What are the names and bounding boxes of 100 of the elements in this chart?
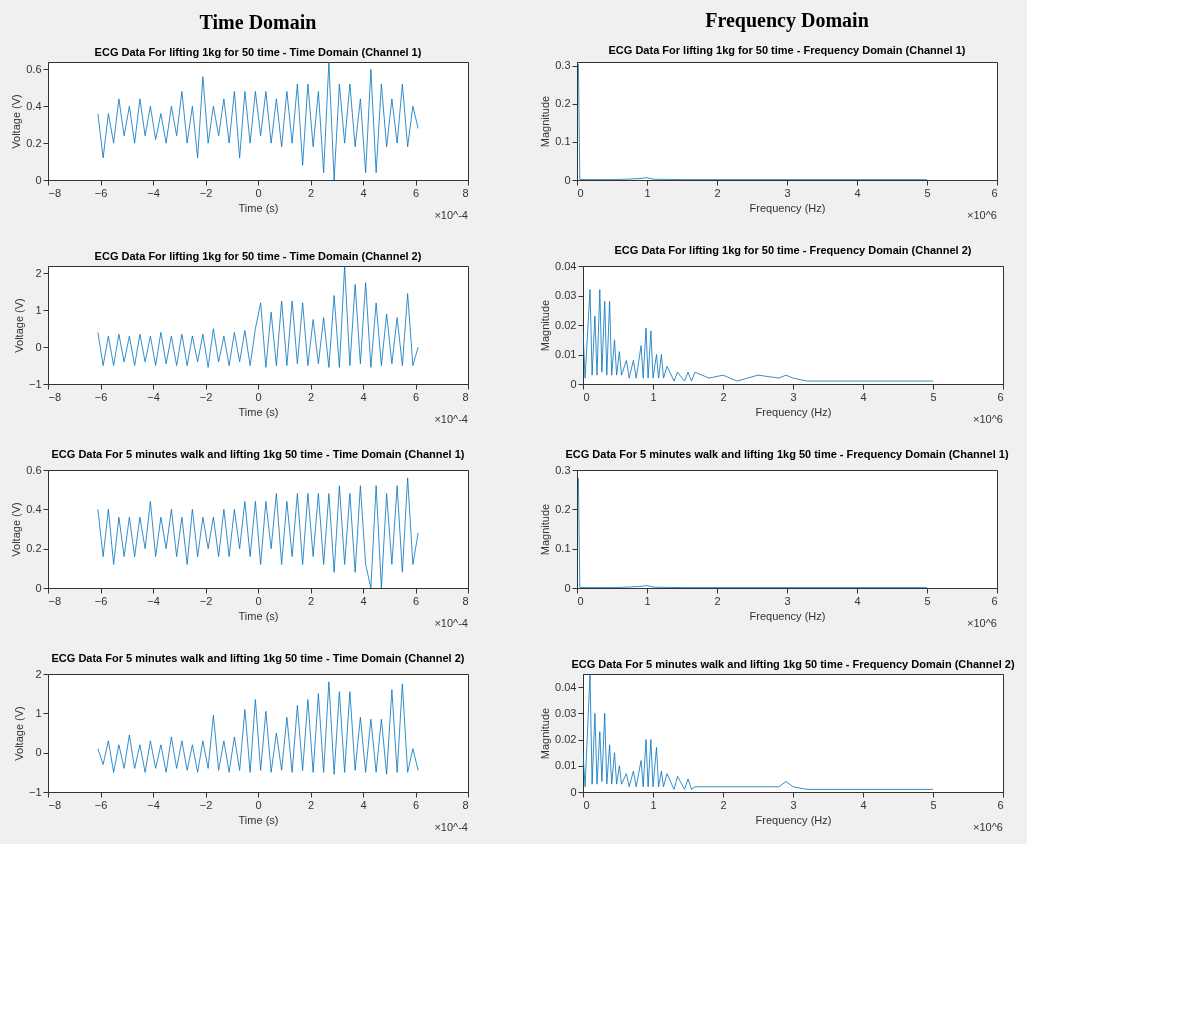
x-tick-label: 4 [860, 798, 867, 811]
y-tick-label: 0 [35, 746, 42, 759]
text: ×10^-4 [434, 413, 468, 425]
x-axis-title: Frequency (Hz) [749, 201, 826, 214]
y-tick-label: −1 [28, 377, 42, 390]
line-series [97, 681, 419, 775]
x-tick-label: −2 [199, 390, 213, 403]
x-tick-label: 3 [790, 798, 797, 811]
chart-title: ECG Data For 5 minutes walk and lifting 1kg 50 time - Frequency Domain (Channel 2) [571, 658, 1015, 670]
x-tick-label: 5 [930, 798, 937, 811]
y-tick-label: 0.1 [555, 542, 571, 555]
x-tick-label: 2 [307, 594, 315, 607]
y-axis-title: Magnitude [539, 503, 552, 556]
y-tick-label: 0.4 [26, 502, 42, 515]
y-tick-label: 0.04 [555, 680, 577, 693]
chart-title: ECG Data For 5 minutes walk and lifting 1kg 50 time - Time Domain (Channel 2) [51, 652, 465, 664]
line-series [97, 266, 419, 368]
x-tick-label: −4 [147, 798, 160, 811]
x-tick-label: −4 [147, 186, 160, 199]
y-tick-label: 2 [35, 266, 42, 279]
y-tick-label: 0 [35, 340, 42, 353]
x-tick-label: 8 [462, 594, 469, 607]
y-tick-label: 0.2 [555, 97, 571, 110]
x-tick-label: 2 [714, 594, 721, 607]
x-tick-label: 4 [360, 390, 367, 403]
x-tick-label: −6 [94, 594, 108, 607]
line-series [583, 289, 934, 382]
x-tick-label: 5 [924, 186, 931, 199]
x-tick-label: 2 [720, 390, 727, 403]
x-tick-label: 1 [650, 390, 657, 403]
chart-title: ECG Data For lifting 1kg for 50 time - Frequency Domain (Channel 1) [608, 43, 966, 56]
y-tick-label: 2 [35, 667, 42, 680]
y-axis-title: Magnitude [539, 299, 552, 352]
x-axis-title: Time (s) [238, 405, 279, 418]
chart-title: ECG Data For 5 minutes walk and lifting 1kg 50 time - Frequency Domain (Channel 1) [565, 448, 1009, 460]
x-tick-label: −8 [48, 798, 62, 811]
x-tick-label: 1 [644, 594, 651, 607]
chart-title: ECG Data For lifting 1kg for 50 time - Time Domain (Channel 2) [94, 250, 422, 262]
x-tick-label: 0 [583, 798, 590, 811]
y-tick-label: 0.04 [555, 259, 577, 272]
x-tick-label: 6 [991, 186, 998, 199]
x-tick-label: −6 [94, 798, 108, 811]
x-axis-title: Frequency (Hz) [749, 609, 826, 622]
x-tick-label: 1 [644, 186, 651, 199]
x-axis-title: Frequency (Hz) [755, 813, 832, 826]
y-tick-label: 0 [564, 581, 571, 594]
y-tick-label: 0 [564, 173, 571, 186]
y-axis-title: Magnitude [539, 95, 552, 148]
x-tick-label: 6 [412, 186, 420, 199]
y-tick-label: 0.02 [555, 318, 577, 331]
x-tick-label: −2 [199, 186, 213, 199]
x-tick-label: 4 [854, 594, 861, 607]
y-axis-title: Voltage (V) [12, 706, 25, 761]
text: ×10^-4 [434, 209, 468, 221]
x-tick-label: 1 [650, 798, 657, 811]
chart-title: ECG Data For lifting 1kg for 50 time - Frequency Domain (Channel 2) [614, 244, 972, 256]
x-tick-label: 5 [930, 390, 937, 403]
y-tick-label: 0.1 [555, 135, 571, 148]
y-tick-label: 0.3 [555, 59, 571, 72]
y-axis-title: Voltage (V) [10, 94, 23, 149]
text: ×10^6 [973, 821, 1003, 833]
chart-title: ECG Data For 5 minutes walk and lifting 1kg 50 time - Time Domain (Channel 1) [51, 448, 465, 460]
x-tick-label: 0 [255, 594, 262, 607]
x-tick-label: 5 [924, 594, 931, 607]
y-tick-label: 0.01 [555, 348, 577, 360]
x-tick-label: −8 [48, 186, 62, 199]
y-tick-label: 0.6 [26, 62, 42, 75]
x-tick-label: 8 [462, 186, 469, 199]
y-tick-label: 0.2 [26, 542, 42, 555]
x-tick-label: 6 [997, 390, 1004, 403]
chart-title: ECG Data For lifting 1kg for 50 time - Time Domain (Channel 1) [94, 46, 422, 58]
y-axis-title: Voltage (V) [10, 502, 23, 557]
y-tick-label: 0.01 [555, 759, 577, 772]
x-tick-label: −2 [199, 798, 213, 811]
x-tick-label: 0 [255, 186, 262, 199]
y-tick-label: 0.2 [555, 502, 571, 515]
x-axis-title: Time (s) [238, 201, 279, 214]
text: ×10^-4 [434, 821, 468, 833]
x-axis-title: Time (s) [238, 609, 279, 622]
x-tick-label: −6 [94, 186, 108, 199]
y-tick-label: 0.02 [555, 733, 577, 746]
line-series [578, 477, 928, 588]
line-series [578, 63, 928, 180]
y-tick-label: 1 [35, 303, 42, 316]
y-tick-label: 0 [570, 785, 577, 798]
x-tick-label: −6 [94, 390, 108, 403]
x-tick-label: −4 [147, 390, 160, 403]
x-tick-label: 0 [255, 798, 262, 811]
x-tick-label: −2 [199, 594, 213, 607]
y-tick-label: 0 [570, 377, 577, 390]
line-series [97, 62, 419, 180]
y-tick-label: 0.03 [555, 706, 577, 719]
line-series [97, 477, 419, 588]
x-tick-label: 0 [255, 390, 262, 403]
x-axis-title: Time (s) [238, 813, 279, 826]
x-tick-label: 6 [991, 594, 998, 607]
y-tick-label: 0.3 [555, 463, 571, 476]
text: ×10^-4 [434, 617, 468, 629]
text: ×10^6 [967, 617, 997, 629]
text: ×10^6 [973, 413, 1003, 425]
